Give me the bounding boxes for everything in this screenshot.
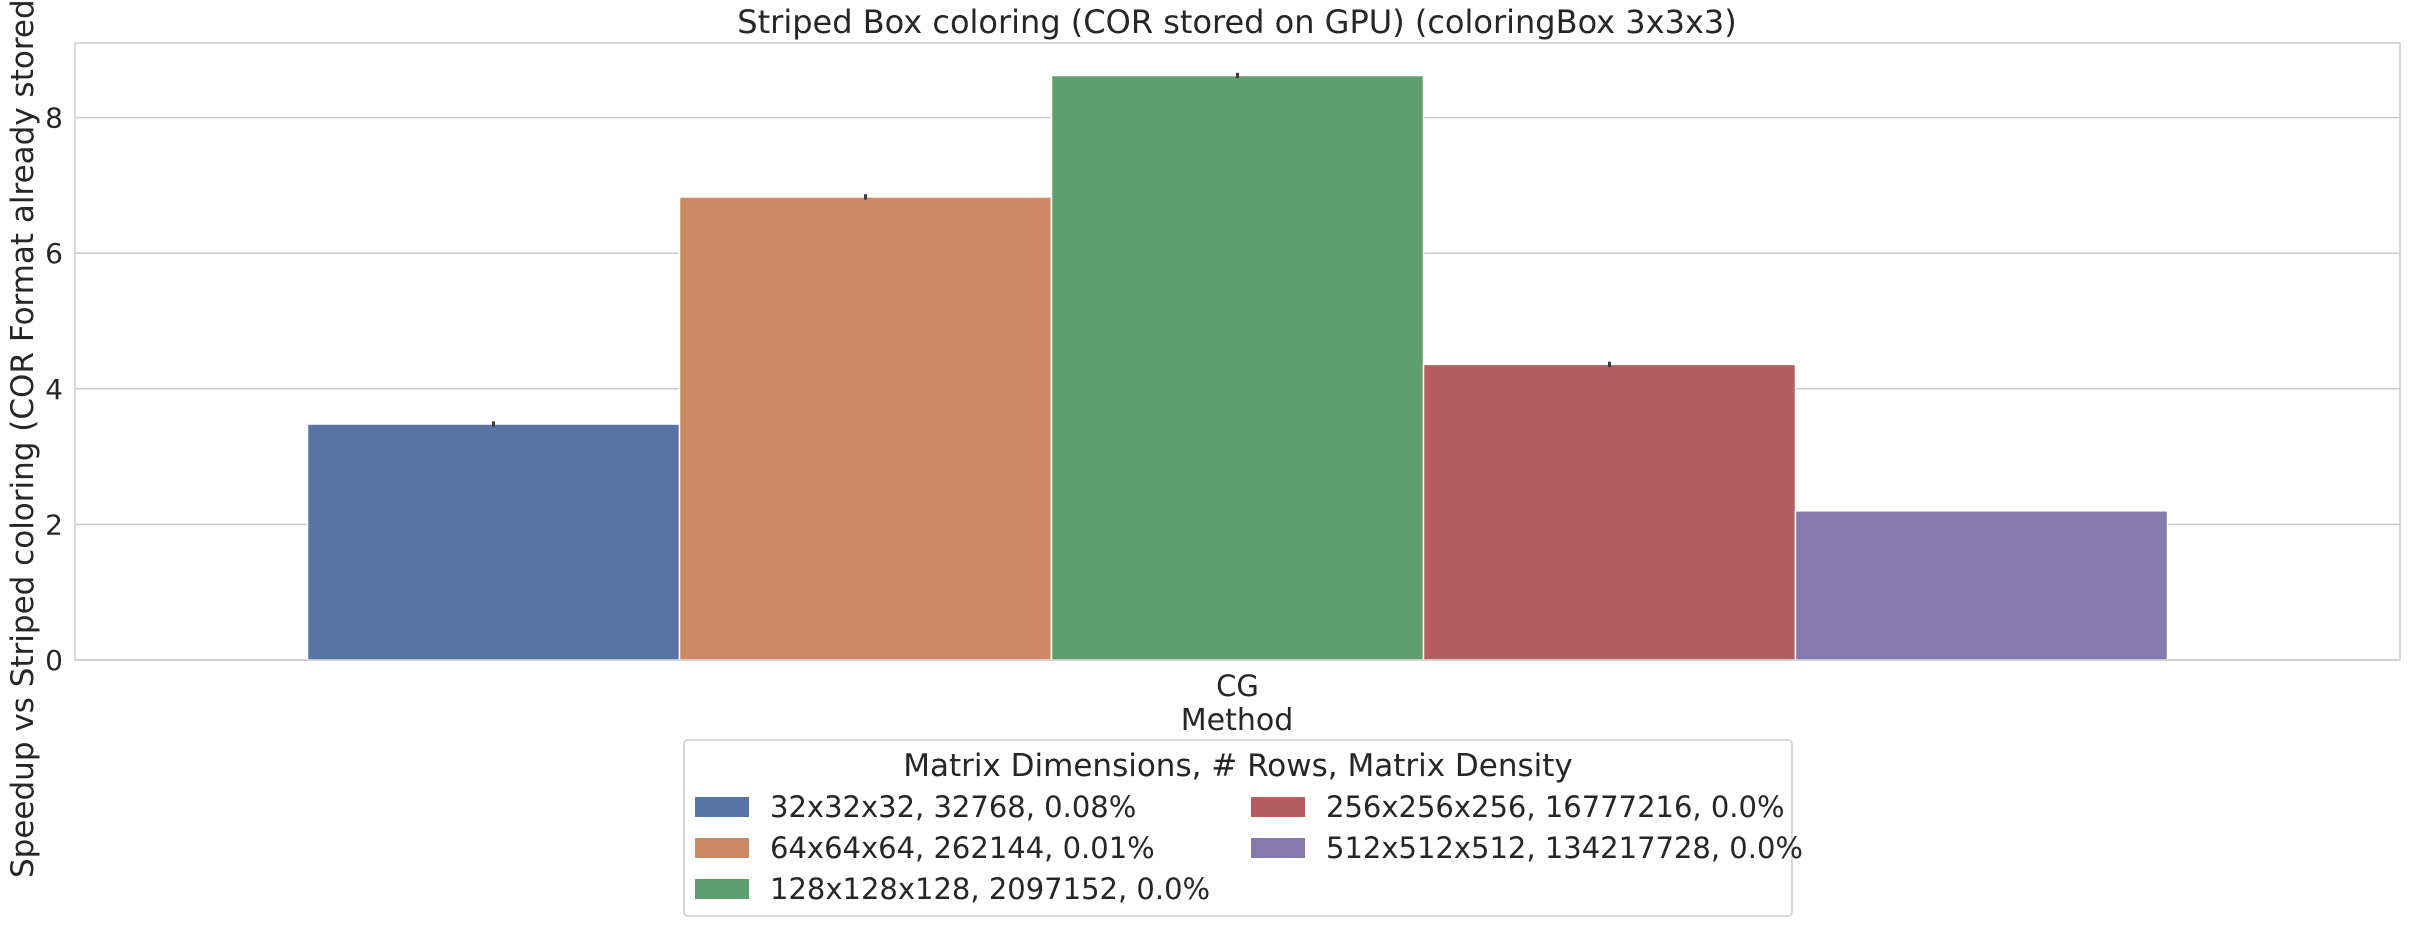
y-tick-label: 0	[45, 644, 63, 677]
x-tick-label: CG	[1216, 669, 1259, 703]
y-tick-label: 8	[45, 102, 63, 135]
y-tick-labels: 0 2 4 6 8	[45, 102, 63, 677]
legend-swatch	[695, 838, 749, 858]
x-axis-label: Method	[1181, 703, 1294, 738]
x-tick-labels: CG	[1216, 669, 1259, 703]
legend-label: 32x32x32, 32768, 0.08%	[770, 790, 1136, 824]
legend-label: 256x256x256, 16777216, 0.0%	[1326, 790, 1785, 824]
legend-frame	[683, 739, 1793, 917]
legend-label: 128x128x128, 2097152, 0.0%	[770, 872, 1210, 906]
y-tick-label: 4	[45, 373, 63, 406]
bar	[1422, 363, 1797, 661]
bar	[1050, 74, 1425, 661]
bar	[306, 423, 681, 661]
legend-label: 64x64x64, 262144, 0.01%	[770, 831, 1155, 865]
legend: Matrix Dimensions, # Rows, Matrix Densit…	[683, 739, 1803, 917]
legend-title: Matrix Dimensions, # Rows, Matrix Densit…	[903, 748, 1573, 784]
bar	[1794, 510, 2169, 661]
legend-label: 512x512x512, 134217728, 0.0%	[1326, 831, 1803, 865]
bar	[678, 196, 1053, 661]
y-tick-label: 6	[45, 237, 63, 270]
y-tick-label: 2	[45, 508, 63, 541]
bars	[306, 74, 2169, 661]
legend-swatch	[1251, 838, 1305, 858]
error-bars	[492, 72, 1611, 427]
legend-swatch	[1251, 797, 1305, 817]
y-axis-label: Speedup vs Striped coloring (COR Format …	[5, 0, 41, 878]
legend-swatch	[695, 797, 749, 817]
plot-frame	[74, 42, 2401, 661]
chart-title: Striped Box coloring (COR stored on GPU)…	[737, 3, 1736, 41]
legend-swatch	[695, 879, 749, 899]
